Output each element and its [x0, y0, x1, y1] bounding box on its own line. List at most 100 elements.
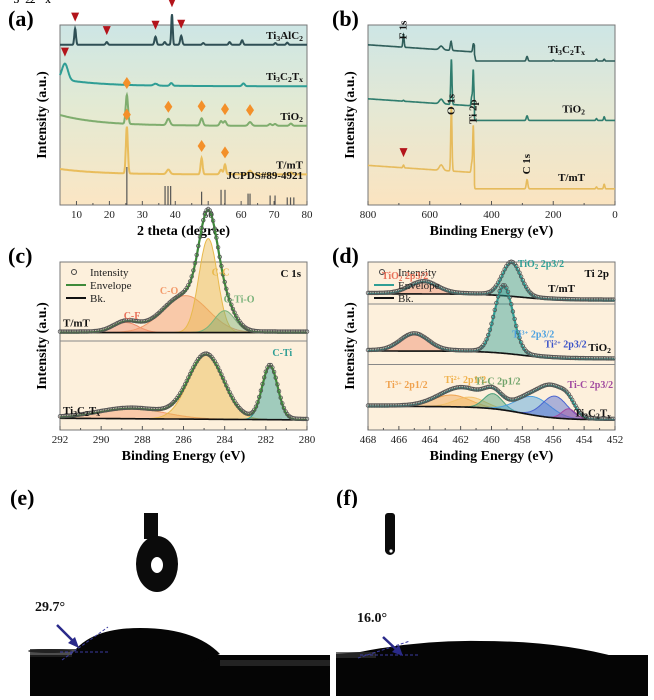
- intensity-point: [515, 330, 520, 335]
- intensity-point: [229, 302, 234, 307]
- intensity-point: [500, 270, 506, 275]
- intensity-point: [484, 337, 489, 342]
- intensity-point: [512, 316, 517, 322]
- [object Object]: TiO2: [0, 0, 31, 6]
- intensity-point: [281, 405, 287, 411]
- panel-label-c: (c): [8, 243, 32, 268]
- intensity-point: [304, 416, 310, 422]
- legend-marker-circle: [71, 269, 77, 275]
- intensity-point: [504, 285, 509, 290]
- peak-annotation-c-ti: C-Ti: [272, 348, 292, 359]
- chart-xps-ti2p: 468 466 464 462 460 458 456 454 452 Binding Energ…: [0, 0, 623, 464]
- [object Object]: T/mT: [0, 0, 37, 4]
- series-line-ti3c2tx: [368, 32, 615, 62]
- series-line-tio2: [368, 59, 615, 122]
- x-tick-label: 282: [258, 434, 275, 446]
- intensity-point: [189, 274, 194, 279]
- x-tick-label: 400: [483, 209, 500, 221]
- intensity-point: [258, 388, 264, 393]
- intensity-point: [262, 375, 267, 380]
- legend-label-intensity: Intensity: [398, 267, 437, 279]
- intensity-point: [197, 234, 203, 239]
- series-label-ti3c2tx: Ti3C2Tx: [266, 71, 303, 84]
- intensity-point: [520, 278, 525, 283]
- intensity-point: [278, 329, 283, 334]
- peak-annotation-ti-c-2p3-2: Ti-C 2p3/2: [567, 380, 613, 391]
- peak-marker-diamond: [220, 146, 229, 159]
- series-line-t-mt: [60, 126, 307, 176]
- intensity-point: [611, 297, 616, 302]
- intensity-point: [202, 211, 208, 217]
- panel-label-d: (d): [332, 243, 359, 268]
- intensity-point: [486, 332, 491, 338]
- chart-xps-survey: 800 600 400 200 0 Binding Energy (eV) Intensit…: [343, 20, 618, 239]
- intensity-point: [232, 310, 237, 315]
- x-tick-label: 10: [71, 209, 83, 221]
- peak-marker-triangle: [151, 20, 160, 30]
- intensity-point: [225, 386, 231, 392]
- contact-angle-value-e: 29.7°: [35, 600, 65, 615]
- intensity-point: [266, 362, 272, 368]
- [object Object]: Ti3C2Tx: [0, 0, 51, 6]
- intensity-point: [225, 292, 231, 297]
- [object Object]: T/mT: [0, 0, 37, 4]
- intensity-point: [609, 356, 614, 361]
- x-tick-label: 200: [545, 209, 562, 221]
- intensity-point: [214, 235, 219, 240]
- peak-marker-diamond: [164, 100, 173, 113]
- intensity-point: [303, 416, 308, 422]
- peak-annotation-tio2-2p3-2: TiO2 2p3/2: [518, 259, 564, 271]
- intensity-point: [276, 389, 282, 394]
- series-label-ti3alc2: Ti3AlC2: [266, 30, 303, 43]
- legend-label-envelope: Envelope: [90, 280, 132, 292]
- series-label-tio2: TiO2: [588, 342, 611, 355]
- intensity-point: [463, 348, 468, 353]
- series-label-t-mt: T/mT: [558, 172, 586, 184]
- intensity-point: [186, 375, 191, 380]
- x-tick-label: 292: [52, 434, 69, 446]
- peak-annotation-ti-2p: Ti 2p: [467, 99, 479, 124]
- y-axis-title: Intensity (a.u.): [35, 302, 50, 390]
- legend-marker-circle: [379, 269, 385, 275]
- intensity-point: [515, 267, 520, 272]
- plot-area: [367, 24, 616, 206]
- intensity-point: [497, 277, 502, 282]
- intensity-point: [255, 400, 260, 405]
- intensity-point: [214, 362, 219, 367]
- intensity-point: [217, 368, 222, 373]
- peak-annotation-c-f: C-F: [124, 311, 141, 322]
- contact-angle-value-f: 16.0°: [357, 611, 387, 626]
- panel-label-b: (b): [332, 6, 359, 31]
- panel-label-a: (a): [8, 6, 34, 31]
- intensity-point: [191, 268, 196, 273]
- peak-annotation-f-1s: F 1s: [398, 20, 410, 40]
- chart-xrd: 10 20 30 40 50 60 70 80 2 theta (degree) Intensit…: [35, 0, 313, 239]
- intensity-point: [194, 252, 199, 258]
- x-tick-label: 60: [236, 209, 248, 221]
- x-tick-label: 466: [391, 434, 408, 446]
- intensity-point: [497, 288, 502, 294]
- intensity-point: [500, 283, 506, 288]
- contact-angle-image-f: 16.0°: [334, 508, 648, 696]
- intensity-point: [227, 390, 232, 395]
- intensity-point: [482, 340, 488, 345]
- peak-marker-diamond: [122, 77, 131, 90]
- x-tick-label: 800: [360, 209, 377, 221]
- intensity-point: [388, 403, 394, 408]
- chart-title: C 1s: [281, 268, 302, 280]
- peak-marker-diamond: [197, 100, 206, 113]
- x-axis-title: Binding Energy (eV): [122, 449, 246, 464]
- intensity-point: [207, 208, 212, 213]
- intensity-point: [210, 218, 216, 223]
- intensity-point: [609, 416, 614, 421]
- x-tick-label: 458: [514, 434, 531, 446]
- intensity-point: [260, 381, 265, 387]
- x-tick-label: 50: [203, 209, 215, 221]
- intensity-point: [222, 279, 227, 285]
- x-tick-label: 456: [545, 434, 562, 446]
- intensity-point: [220, 375, 226, 381]
- intensity-point: [609, 297, 614, 302]
- series-label-t-mt: T/mT: [276, 159, 304, 171]
- intensity-point: [518, 340, 524, 345]
